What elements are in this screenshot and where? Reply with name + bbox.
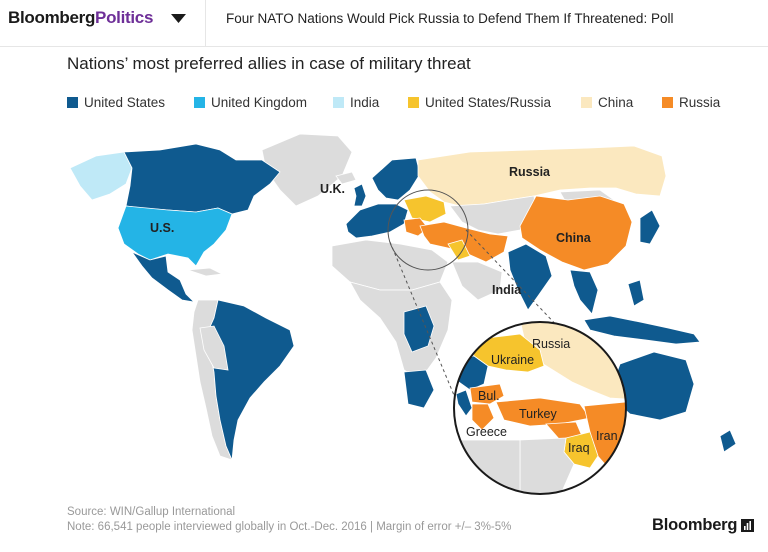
- united-kingdom: [353, 183, 367, 207]
- russia: [417, 145, 667, 207]
- legend-label: United States: [84, 94, 166, 110]
- top-bar: BloombergPolitics Four NATO Nations Woul…: [0, 0, 768, 47]
- southeast-asia: [569, 269, 599, 315]
- zoom-black-sea: [503, 371, 553, 397]
- alaska: [69, 151, 133, 201]
- bloomberg-politics-logo[interactable]: BloombergPolitics: [8, 8, 153, 28]
- legend-swatch: [67, 96, 78, 108]
- arabian-peninsula: [451, 261, 503, 301]
- bloomberg-logo[interactable]: Bloomberg: [652, 516, 738, 534]
- label-russia: Russia: [509, 165, 551, 179]
- zoom-label-russia: Russia: [532, 337, 570, 351]
- map-title: Nations’ most preferred allies in case o…: [67, 54, 471, 73]
- legend-label: United States/Russia: [425, 94, 552, 110]
- legend-item-united-states: United States: [67, 94, 165, 110]
- zoom-connector-left: [389, 241, 457, 401]
- legend-item-united-states-russia: United States/Russia: [408, 94, 551, 110]
- zoom-italy: [455, 389, 473, 417]
- bloomberg-chart-icon: [741, 519, 754, 532]
- legend-swatch: [194, 96, 205, 108]
- zoom-greece: [471, 403, 495, 431]
- legend-swatch: [408, 96, 419, 108]
- philippines: [627, 279, 645, 307]
- legend-item-china: China: [581, 94, 633, 110]
- legend-label: China: [598, 94, 634, 110]
- label-uk: U.K.: [320, 182, 345, 196]
- legend: United States United Kingdom India Unite…: [67, 94, 757, 110]
- scandinavia: [371, 157, 421, 201]
- western-europe: [345, 203, 409, 239]
- brand-section: Politics: [95, 8, 154, 27]
- turkey-middle-east: [419, 221, 509, 263]
- zoom-label-ukraine: Ukraine: [491, 353, 534, 367]
- legend-swatch: [662, 96, 673, 108]
- legend-label: India: [350, 94, 380, 110]
- korea-japan: [639, 209, 661, 245]
- brand-main: Bloomberg: [8, 8, 96, 27]
- methodology-note: Note: 66,541 people interviewed globally…: [67, 521, 512, 533]
- header-divider: [205, 0, 206, 47]
- eastern-europe: [403, 195, 447, 223]
- legend-item-russia: Russia: [662, 94, 720, 110]
- zoom-arabia: [519, 437, 575, 494]
- label-india: India: [492, 283, 522, 297]
- label-china: China: [556, 231, 592, 245]
- article-headline[interactable]: Four NATO Nations Would Pick Russia to D…: [226, 11, 674, 26]
- world-map: U.K. Russia U.S. China India Russia Ukra…: [69, 133, 737, 495]
- china: [519, 195, 633, 271]
- zoom-label-iran: Iran: [596, 429, 618, 443]
- zoom-label-iraq: Iraq: [568, 441, 590, 455]
- zoom-label-turkey: Turkey: [519, 407, 557, 421]
- zoom-inset: [453, 321, 627, 495]
- source-note: Source: WIN/Gallup International: [67, 506, 236, 518]
- indonesia-philippines: [583, 315, 701, 345]
- canada: [123, 143, 281, 215]
- zoom-inset-border: [453, 321, 627, 495]
- legend-swatch: [581, 96, 592, 108]
- united-states: [117, 205, 233, 267]
- mexico-central-america: [130, 251, 196, 303]
- cuba-caribbean: [187, 267, 224, 277]
- zoom-label-bulgaria: Bul.: [478, 389, 500, 403]
- legend-item-united-kingdom: United Kingdom: [194, 94, 307, 110]
- new-zealand: [719, 429, 737, 453]
- south-africa: [403, 369, 435, 409]
- zoom-turkey: [495, 397, 591, 427]
- peru-bolivia: [199, 325, 229, 371]
- label-us: U.S.: [150, 221, 174, 235]
- india: [507, 243, 553, 311]
- central-africa: [349, 281, 453, 381]
- zoom-source-circle: [387, 189, 469, 271]
- iceland: [335, 171, 357, 185]
- legend-item-india: India: [333, 94, 379, 110]
- legend-swatch: [333, 96, 344, 108]
- chevron-down-icon[interactable]: [170, 13, 187, 25]
- legend-label: Russia: [679, 94, 721, 110]
- iraq: [447, 239, 471, 261]
- zoom-bulgaria-balkans: [469, 383, 505, 405]
- congo-region: [403, 305, 435, 353]
- zoom-label-greece: Greece: [466, 425, 507, 439]
- legend-label: United Kingdom: [211, 94, 308, 110]
- north-africa: [331, 239, 449, 291]
